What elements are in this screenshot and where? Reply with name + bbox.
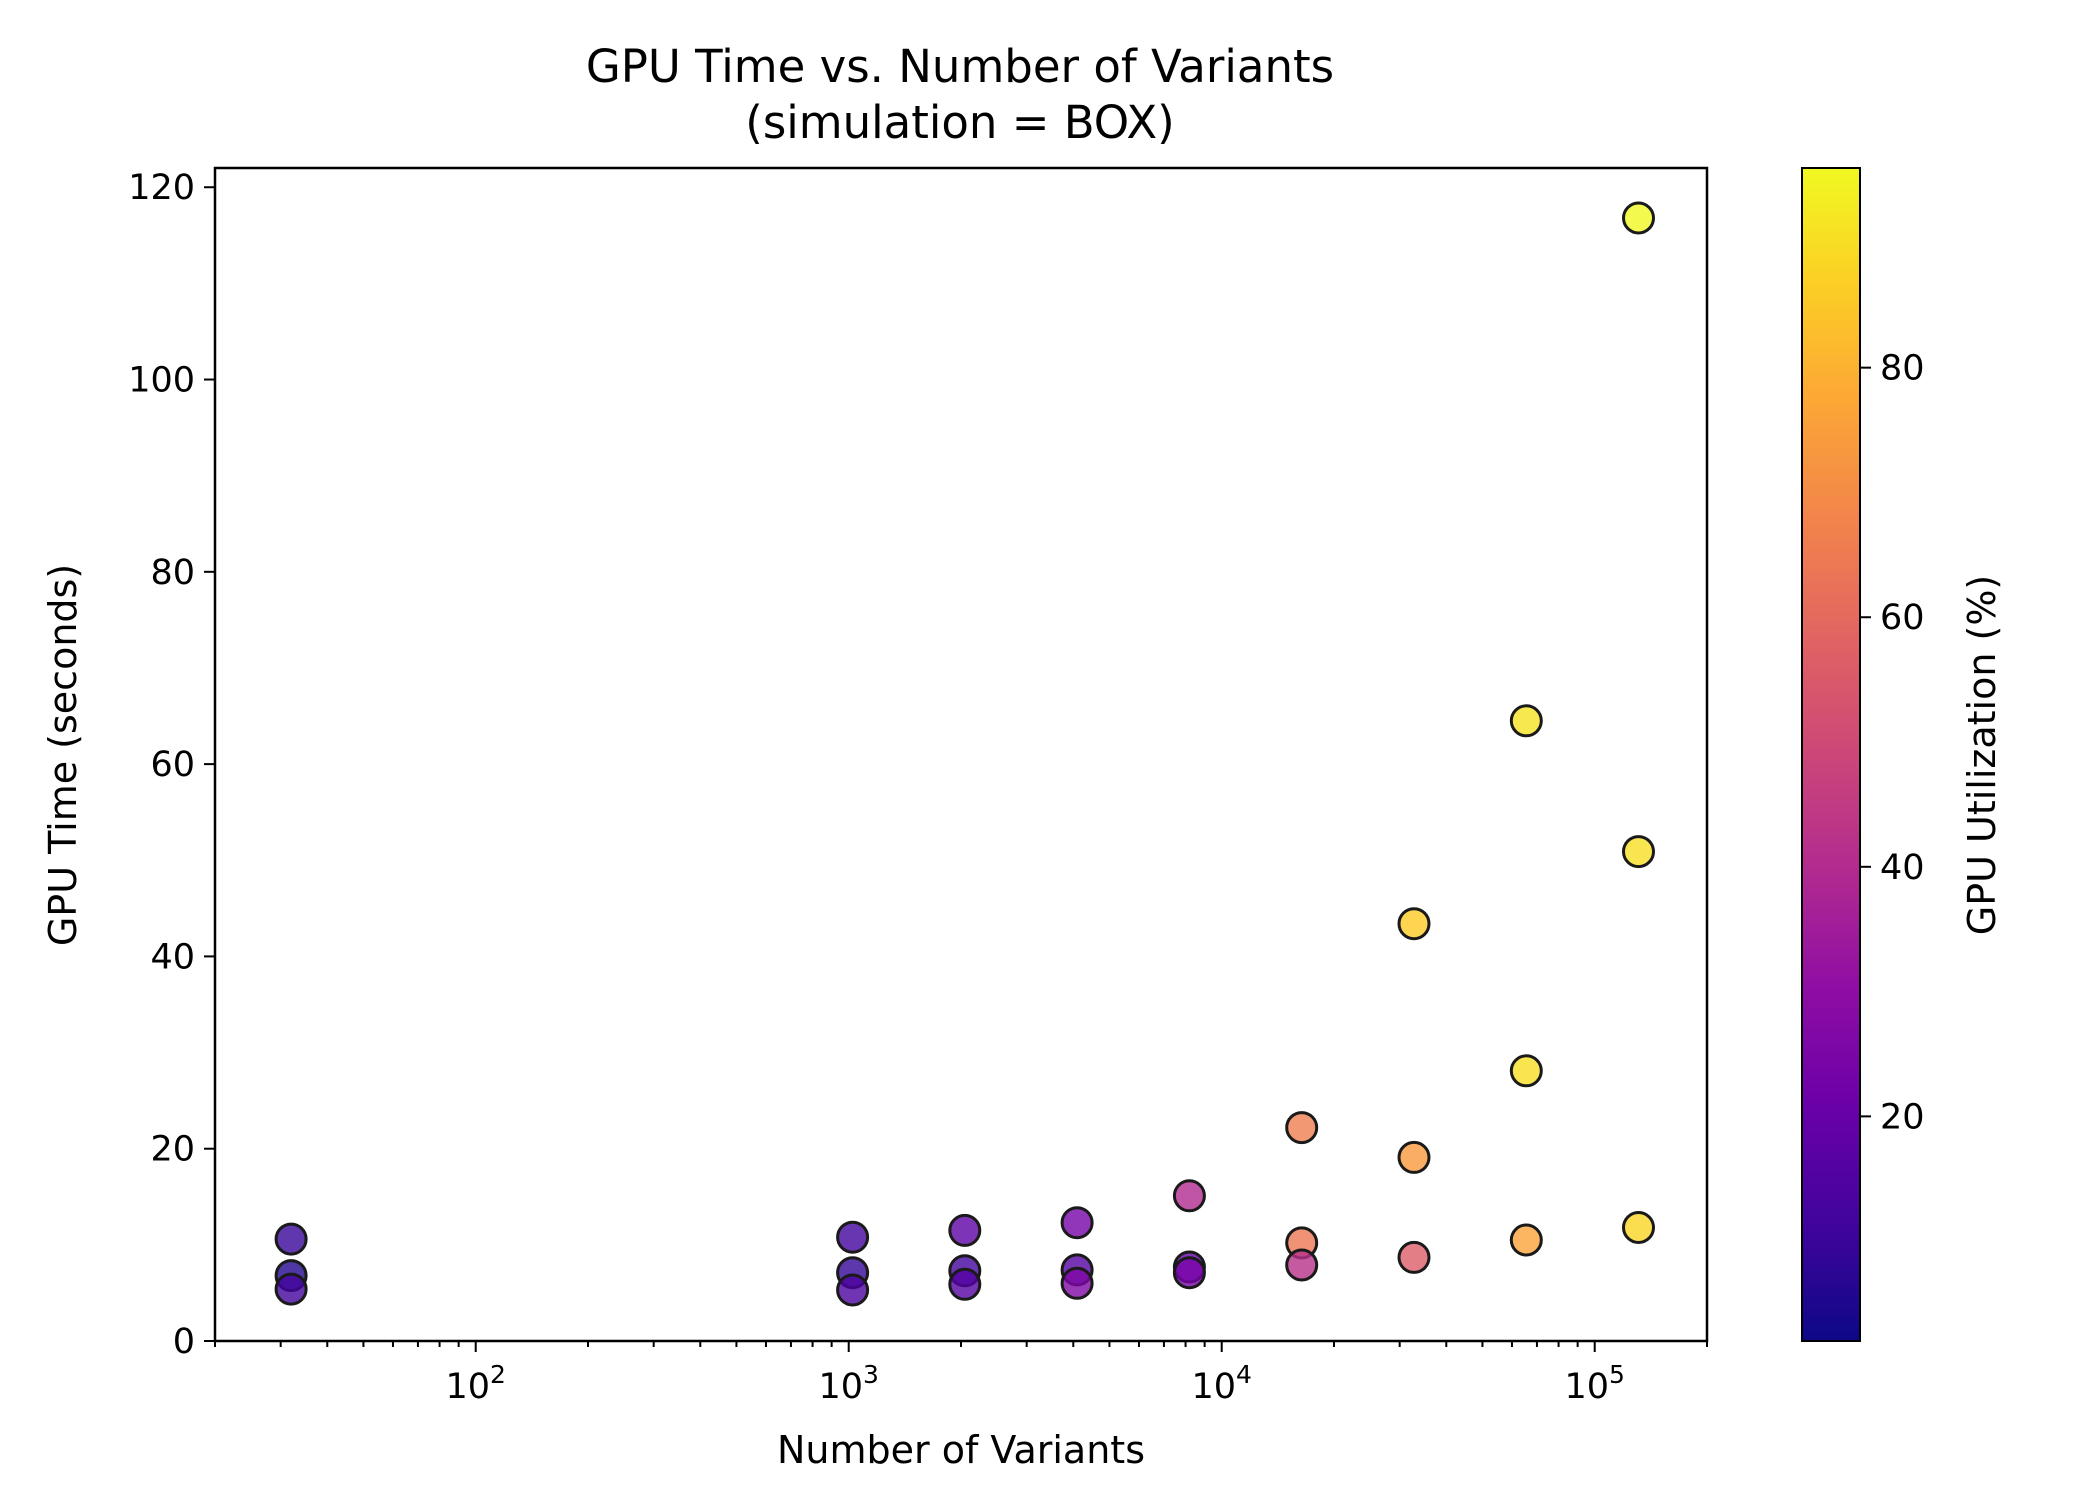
- data-point: [1622, 201, 1655, 235]
- plot-frame: [213, 166, 1709, 1343]
- data-point: [1397, 1140, 1431, 1174]
- data-point: [1622, 835, 1655, 869]
- x-tick-label: 105: [1564, 1360, 1624, 1407]
- x-axis-label: Number of Variants: [777, 1428, 1145, 1472]
- x-tick-label: 103: [818, 1360, 878, 1407]
- colorbar-tick-label: 40: [1880, 848, 1925, 888]
- chart-title-line-1: GPU Time vs. Number of Variants: [586, 40, 1334, 93]
- data-point: [274, 1272, 308, 1306]
- y-tick-label: 20: [150, 1130, 195, 1170]
- y-tick-label: 40: [150, 937, 195, 977]
- chart-title-line-2: (simulation = BOX): [745, 96, 1174, 149]
- x-tick-label: 102: [445, 1360, 505, 1407]
- y-tick-label: 80: [150, 553, 195, 593]
- colorbar-label: GPU Utilization (%): [1960, 575, 2004, 936]
- data-point: [948, 1213, 982, 1247]
- data-point: [1172, 1256, 1206, 1290]
- data-point: [948, 1267, 982, 1301]
- data-point: [1285, 1248, 1319, 1282]
- data-point: [1172, 1179, 1206, 1213]
- data-point: [1622, 1211, 1655, 1244]
- data-point: [1397, 1240, 1431, 1274]
- y-tick-label: 0: [173, 1322, 195, 1362]
- y-axis-ticks: 0 20 40 60 80 100 120: [128, 168, 215, 1362]
- colorbar-tick-label: 60: [1880, 598, 1925, 638]
- y-tick-label: 100: [128, 361, 195, 401]
- colorbar-ticks: 20 40 60 80: [1860, 349, 1925, 1137]
- colorbar-tick-label: 80: [1880, 349, 1925, 389]
- y-tick-label: 120: [128, 168, 195, 208]
- y-axis-label: GPU Time (seconds): [41, 564, 85, 946]
- data-point: [1060, 1266, 1094, 1300]
- data-point: [836, 1220, 870, 1254]
- colorbar: [1801, 167, 1861, 1342]
- data-point: [1509, 704, 1543, 738]
- data-point: [1060, 1206, 1094, 1240]
- data-point: [274, 1222, 308, 1256]
- data-point: [1509, 1223, 1543, 1257]
- data-point: [1397, 907, 1431, 941]
- data-point: [1285, 1111, 1319, 1145]
- points-layer: [274, 201, 1655, 1307]
- data-point: [1509, 1054, 1543, 1088]
- x-tick-label: 104: [1191, 1360, 1251, 1407]
- x-axis-ticks: 102 103 104 105: [214, 1341, 1708, 1407]
- colorbar-tick-label: 20: [1880, 1097, 1925, 1137]
- y-tick-label: 60: [150, 745, 195, 785]
- data-point: [836, 1273, 870, 1307]
